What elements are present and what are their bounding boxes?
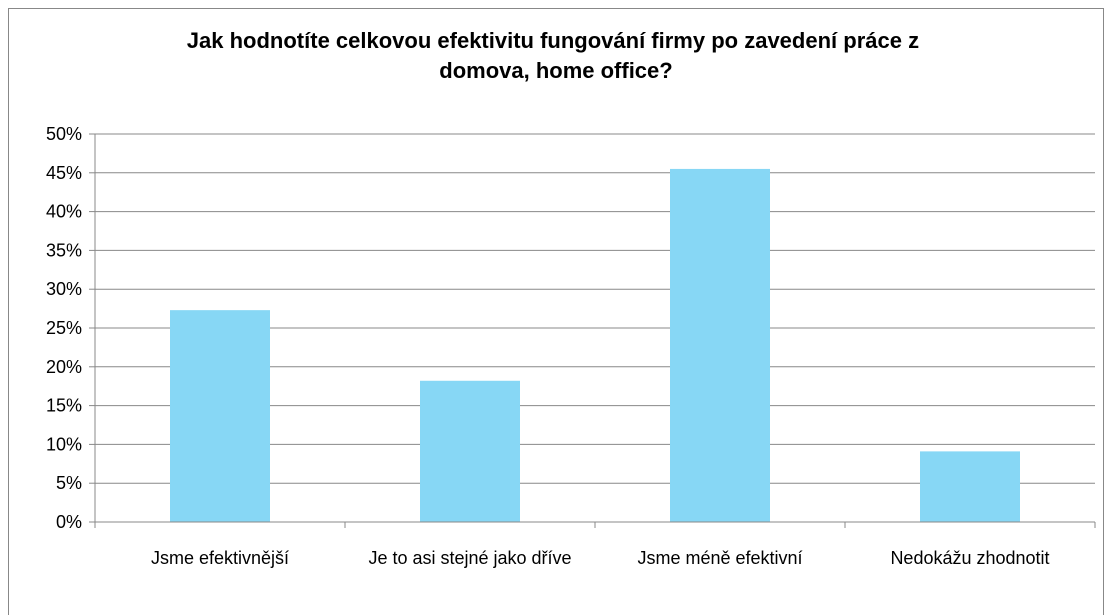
bar — [170, 310, 270, 522]
x-tick-label: Jsme efektivnější — [151, 548, 289, 568]
y-tick-label: 30% — [46, 279, 82, 299]
bar — [670, 168, 770, 523]
x-tick-label: Je to asi stejné jako dříve — [368, 548, 571, 568]
y-tick-label: 15% — [46, 396, 82, 416]
y-tick-label: 25% — [46, 318, 82, 338]
y-tick-label: 0% — [56, 512, 82, 532]
y-tick-label: 20% — [46, 357, 82, 377]
bar — [920, 451, 1020, 522]
y-tick-label: 45% — [46, 163, 82, 183]
x-tick-label: Jsme méně efektivní — [637, 548, 802, 568]
y-tick-label: 50% — [46, 124, 82, 144]
bar — [420, 380, 520, 522]
y-tick-label: 35% — [46, 240, 82, 260]
y-tick-label: 10% — [46, 434, 82, 454]
x-tick-label: Nedokážu zhodnotit — [890, 548, 1049, 568]
y-tick-label: 40% — [46, 202, 82, 222]
y-tick-label: 5% — [56, 473, 82, 493]
chart-title: Jak hodnotíte celkovou efektivitu fungov… — [187, 28, 925, 83]
